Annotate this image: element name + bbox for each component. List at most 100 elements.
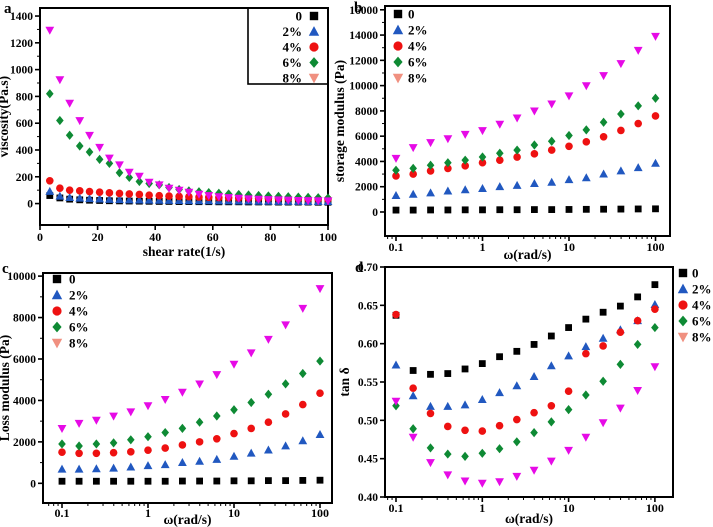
svg-text:80: 80 <box>264 230 276 244</box>
svg-text:2%: 2% <box>408 23 428 38</box>
svg-text:0: 0 <box>69 272 76 287</box>
svg-text:1400: 1400 <box>10 11 33 23</box>
axes: 0.1 1 10 100 0 2000 4000 6000 8000 10000 <box>7 271 333 520</box>
panel-letter-b: b <box>354 0 363 16</box>
series-2% <box>57 430 325 473</box>
svg-text:0.40: 0.40 <box>358 492 378 504</box>
series-2% <box>391 158 660 199</box>
svg-text:10: 10 <box>563 501 575 515</box>
svg-text:0: 0 <box>296 9 303 24</box>
svg-text:200: 200 <box>16 172 34 184</box>
panel-letter-a: a <box>4 1 12 17</box>
svg-text:16000: 16000 <box>349 5 378 17</box>
svg-text:8000: 8000 <box>355 106 378 118</box>
svg-text:0: 0 <box>27 199 33 211</box>
svg-text:8%: 8% <box>69 336 89 351</box>
svg-text:2000: 2000 <box>355 182 378 194</box>
svg-text:600: 600 <box>16 118 34 130</box>
svg-text:10000: 10000 <box>7 271 36 283</box>
svg-text:6000: 6000 <box>355 131 378 143</box>
series-6% <box>392 322 659 461</box>
series-2% <box>391 299 660 410</box>
legend: 02%4%6%8% <box>392 7 428 86</box>
legend: 02%4%6%8% <box>677 266 712 345</box>
svg-text:4%: 4% <box>283 40 303 55</box>
chart-tan-delta-vs-frequency: 0.1 1 10 100 0.40 0.45 0.50 0.55 0.60 0.65 0.70 02%… <box>337 262 712 526</box>
svg-text:6%: 6% <box>692 314 712 329</box>
svg-text:400: 400 <box>16 145 34 157</box>
svg-text:4000: 4000 <box>355 156 378 168</box>
svg-text:6%: 6% <box>69 320 89 335</box>
svg-text:0: 0 <box>408 7 415 22</box>
svg-text:8%: 8% <box>692 330 712 345</box>
series-0 <box>392 205 659 214</box>
x-axis-label: ω(rad/s) <box>503 247 551 262</box>
series-8% <box>45 26 333 206</box>
svg-text:4000: 4000 <box>13 395 36 407</box>
series-6% <box>45 89 332 203</box>
svg-text:8%: 8% <box>408 71 428 86</box>
svg-text:60: 60 <box>207 230 219 244</box>
svg-text:2000: 2000 <box>13 437 36 449</box>
svg-text:1: 1 <box>480 240 486 254</box>
svg-text:14000: 14000 <box>349 30 378 42</box>
svg-text:4%: 4% <box>408 39 428 54</box>
axes: 0.1 1 10 100 0.40 0.45 0.50 0.55 0.60 0.65 0.70 <box>358 262 674 515</box>
y-axis-label: viscosity(Pa.s) <box>0 76 11 157</box>
y-axis-label: Loss modulus (Pa) <box>0 335 12 442</box>
svg-text:0: 0 <box>30 478 36 490</box>
svg-text:0.1: 0.1 <box>389 240 404 254</box>
svg-text:0.70: 0.70 <box>358 262 378 274</box>
svg-text:20: 20 <box>92 230 104 244</box>
svg-text:0: 0 <box>37 230 43 244</box>
series-0 <box>58 476 324 485</box>
svg-text:1: 1 <box>145 506 151 520</box>
series-6% <box>392 93 660 175</box>
svg-text:6000: 6000 <box>13 354 36 366</box>
svg-text:10000: 10000 <box>349 81 378 93</box>
svg-text:0.60: 0.60 <box>358 339 378 351</box>
svg-text:10: 10 <box>228 506 240 520</box>
svg-text:0.65: 0.65 <box>358 300 378 312</box>
legend: 02%4%6%8% <box>247 7 329 86</box>
svg-text:4%: 4% <box>692 298 712 313</box>
svg-text:800: 800 <box>16 91 34 103</box>
svg-text:100: 100 <box>311 506 329 520</box>
svg-text:0.55: 0.55 <box>358 377 378 389</box>
x-axis-label: ω(rad/s) <box>163 512 211 527</box>
svg-text:1000: 1000 <box>10 65 33 77</box>
svg-text:6%: 6% <box>283 55 303 70</box>
svg-text:100: 100 <box>319 230 337 244</box>
svg-text:0.1: 0.1 <box>55 506 70 520</box>
svg-text:0: 0 <box>372 207 378 219</box>
svg-text:0.1: 0.1 <box>389 501 404 515</box>
series-8% <box>391 32 660 163</box>
svg-text:100: 100 <box>646 501 664 515</box>
svg-text:0: 0 <box>692 266 699 281</box>
panel-letter-d: d <box>355 260 364 276</box>
series-4% <box>392 112 660 180</box>
y-axis-label: tan δ <box>337 367 352 396</box>
panel-letter-c: c <box>2 261 9 277</box>
y-axis-label: storage modulus (Pa) <box>332 60 347 182</box>
svg-text:10: 10 <box>563 240 575 254</box>
svg-text:0.50: 0.50 <box>358 415 378 427</box>
series-4% <box>58 389 324 458</box>
x-axis-label: shear rate(1/s) <box>143 244 226 259</box>
svg-text:2%: 2% <box>283 24 303 39</box>
svg-text:1200: 1200 <box>10 38 33 50</box>
svg-text:40: 40 <box>149 230 161 244</box>
legend: 02%4%6%8% <box>51 272 89 351</box>
svg-text:1: 1 <box>479 501 485 515</box>
series-8% <box>391 363 660 488</box>
svg-text:2%: 2% <box>69 288 89 303</box>
svg-text:100: 100 <box>647 240 665 254</box>
svg-text:12000: 12000 <box>349 55 378 67</box>
svg-text:8%: 8% <box>283 71 303 86</box>
series-8% <box>57 285 325 434</box>
svg-text:0.45: 0.45 <box>358 454 378 466</box>
series-4% <box>392 305 659 435</box>
